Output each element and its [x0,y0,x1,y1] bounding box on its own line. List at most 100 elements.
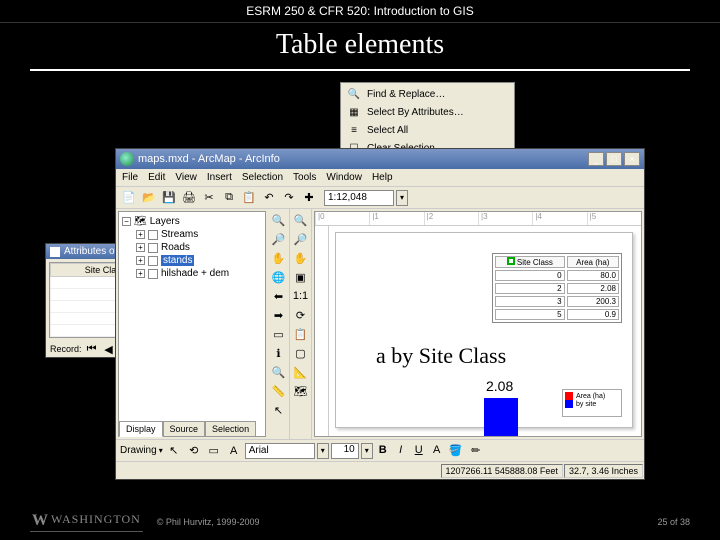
arcmap-window: maps.mxd - ArcMap - ArcInfo _ □ × File E… [115,148,645,480]
zoom-out-button[interactable]: 🔎 [269,230,289,248]
menu-tools[interactable]: Tools [293,172,316,183]
font-size-dropdown[interactable]: ▾ [361,443,373,459]
select-features-button[interactable]: ▭ [269,325,289,343]
rectangle-button[interactable]: ▭ [205,442,223,460]
menu-file[interactable]: File [122,172,138,183]
select-elements-button[interactable]: ↖ [165,442,183,460]
tab-display[interactable]: Display [119,421,163,437]
add-data-button[interactable]: ✚ [300,189,318,207]
expand-button[interactable]: + [136,243,145,252]
expand-button[interactable]: + [136,269,145,278]
layout-zoom-out-button[interactable]: 🔎 [291,230,311,248]
layer-item[interactable]: Roads [161,242,190,253]
layer-checkbox[interactable] [148,230,158,240]
measure-button[interactable]: 📏 [269,382,289,400]
maximize-button[interactable]: □ [606,152,622,166]
close-button[interactable]: × [624,152,640,166]
page[interactable]: Site ClassArea (ha) 080.0 22.08 3200.3 5… [335,232,633,428]
pointer-button[interactable]: ↖ [269,401,289,419]
chart-title: a by Site Class [376,343,506,369]
scale-dropdown[interactable]: ▾ [396,190,408,206]
tab-source[interactable]: Source [163,421,206,437]
prev-record-button[interactable]: ◀ [102,343,116,355]
fill-color-button[interactable]: 🪣 [447,442,465,460]
layer-item[interactable]: Streams [161,229,198,240]
bold-button[interactable]: B [375,443,391,459]
select-attr-icon: ▦ [347,105,361,119]
font-dropdown[interactable]: ▾ [317,443,329,459]
page-number: 25 of 38 [657,517,690,527]
globe-icon [120,152,134,166]
arcmap-menubar: File Edit View Insert Selection Tools Wi… [116,169,644,187]
font-color-button[interactable]: A [429,443,445,459]
menu-help[interactable]: Help [372,172,393,183]
menu-edit[interactable]: Edit [148,172,165,183]
prev-extent-button[interactable]: ⬅ [269,287,289,305]
layer-item-selected[interactable]: stands [161,255,194,266]
expand-button[interactable]: + [136,230,145,239]
menu-select-by-attributes[interactable]: ▦ Select By Attributes… [343,103,512,121]
zoom-in-button[interactable]: 🔍 [269,211,289,229]
refresh-button[interactable]: ⟳ [291,306,311,324]
line-color-button[interactable]: ✏ [467,442,485,460]
menu-find-replace[interactable]: 🔍 Find & Replace… [343,85,512,103]
minimize-button[interactable]: _ [588,152,604,166]
redo-button[interactable]: ↷ [280,189,298,207]
select-all-icon: ≡ [347,123,361,137]
full-extent-button[interactable]: 🌐 [269,268,289,286]
print-button[interactable]: 🖨 [180,189,198,207]
layout-zoom-in-button[interactable]: 🔍 [291,211,311,229]
copy-button[interactable]: ⧉ [220,189,238,207]
font-size-input[interactable]: 10 [331,443,359,459]
rotate-button[interactable]: ⟲ [185,442,203,460]
undo-button[interactable]: ↶ [260,189,278,207]
layer-item[interactable]: hilshade + dem [161,268,229,279]
data-view-button[interactable]: 🗺 [291,382,311,400]
open-button[interactable]: 📂 [140,189,158,207]
coordinates-readout: 1207266.11 545888.08 Feet [441,464,563,478]
italic-button[interactable]: I [393,443,409,459]
find-button[interactable]: 🔍 [269,363,289,381]
menu-window[interactable]: Window [326,172,362,183]
page-position-readout: 32.7, 3.46 Inches [564,464,643,478]
layout-pan-button[interactable]: ✋ [291,249,311,267]
zoom-whole-page-button[interactable]: ▣ [291,268,311,286]
expand-button[interactable]: − [122,217,131,226]
save-button[interactable]: 💾 [160,189,178,207]
focus-frame-button[interactable]: ▢ [291,344,311,362]
toggle-draft-button[interactable]: 📋 [291,325,311,343]
legend-swatch [565,392,573,400]
layer-checkbox[interactable] [148,269,158,279]
menu-insert[interactable]: Insert [207,172,232,183]
underline-button[interactable]: U [411,443,427,459]
font-select[interactable]: Arial [245,443,315,459]
tab-selection[interactable]: Selection [205,421,256,437]
first-record-button[interactable]: ⏮ [85,343,99,355]
layout-view[interactable]: |0|1|2|3|4|5 Site ClassArea (ha) 080.0 2… [314,211,642,437]
layer-checkbox[interactable] [148,256,158,266]
new-button[interactable]: 📄 [120,189,138,207]
menu-select-all[interactable]: ≡ Select All [343,121,512,139]
table-of-contents: −🗺Layers +Streams +Roads +stands +hilsha… [118,211,266,437]
embedded-table[interactable]: Site ClassArea (ha) 080.0 22.08 3200.3 5… [492,253,622,323]
identify-button[interactable]: ℹ [269,344,289,362]
standard-toolbar: 📄 📂 💾 🖨 ✂ ⧉ 📋 ↶ ↷ ✚ 1:12,048 ▾ [116,187,644,209]
change-layout-button[interactable]: 📐 [291,363,311,381]
scale-input[interactable]: 1:12,048 [324,190,394,206]
toc-root: Layers [150,216,180,227]
window-title: maps.mxd - ArcMap - ArcInfo [138,153,280,165]
tools-toolbar: 🔍 🔎 ✋ 🌐 ⬅ ➡ ▭ ℹ 🔍 📏 ↖ [268,209,290,439]
text-button[interactable]: A [225,442,243,460]
paste-button[interactable]: 📋 [240,189,258,207]
next-extent-button[interactable]: ➡ [269,306,289,324]
expand-button[interactable]: + [136,256,145,265]
vertical-ruler [315,226,329,437]
menu-view[interactable]: View [175,172,197,183]
chart-bar [484,398,518,437]
arcmap-titlebar[interactable]: maps.mxd - ArcMap - ArcInfo _ □ × [116,149,644,169]
layer-checkbox[interactable] [148,243,158,253]
cut-button[interactable]: ✂ [200,189,218,207]
menu-selection[interactable]: Selection [242,172,283,183]
pan-button[interactable]: ✋ [269,249,289,267]
zoom-100-button[interactable]: 1:1 [291,287,311,305]
